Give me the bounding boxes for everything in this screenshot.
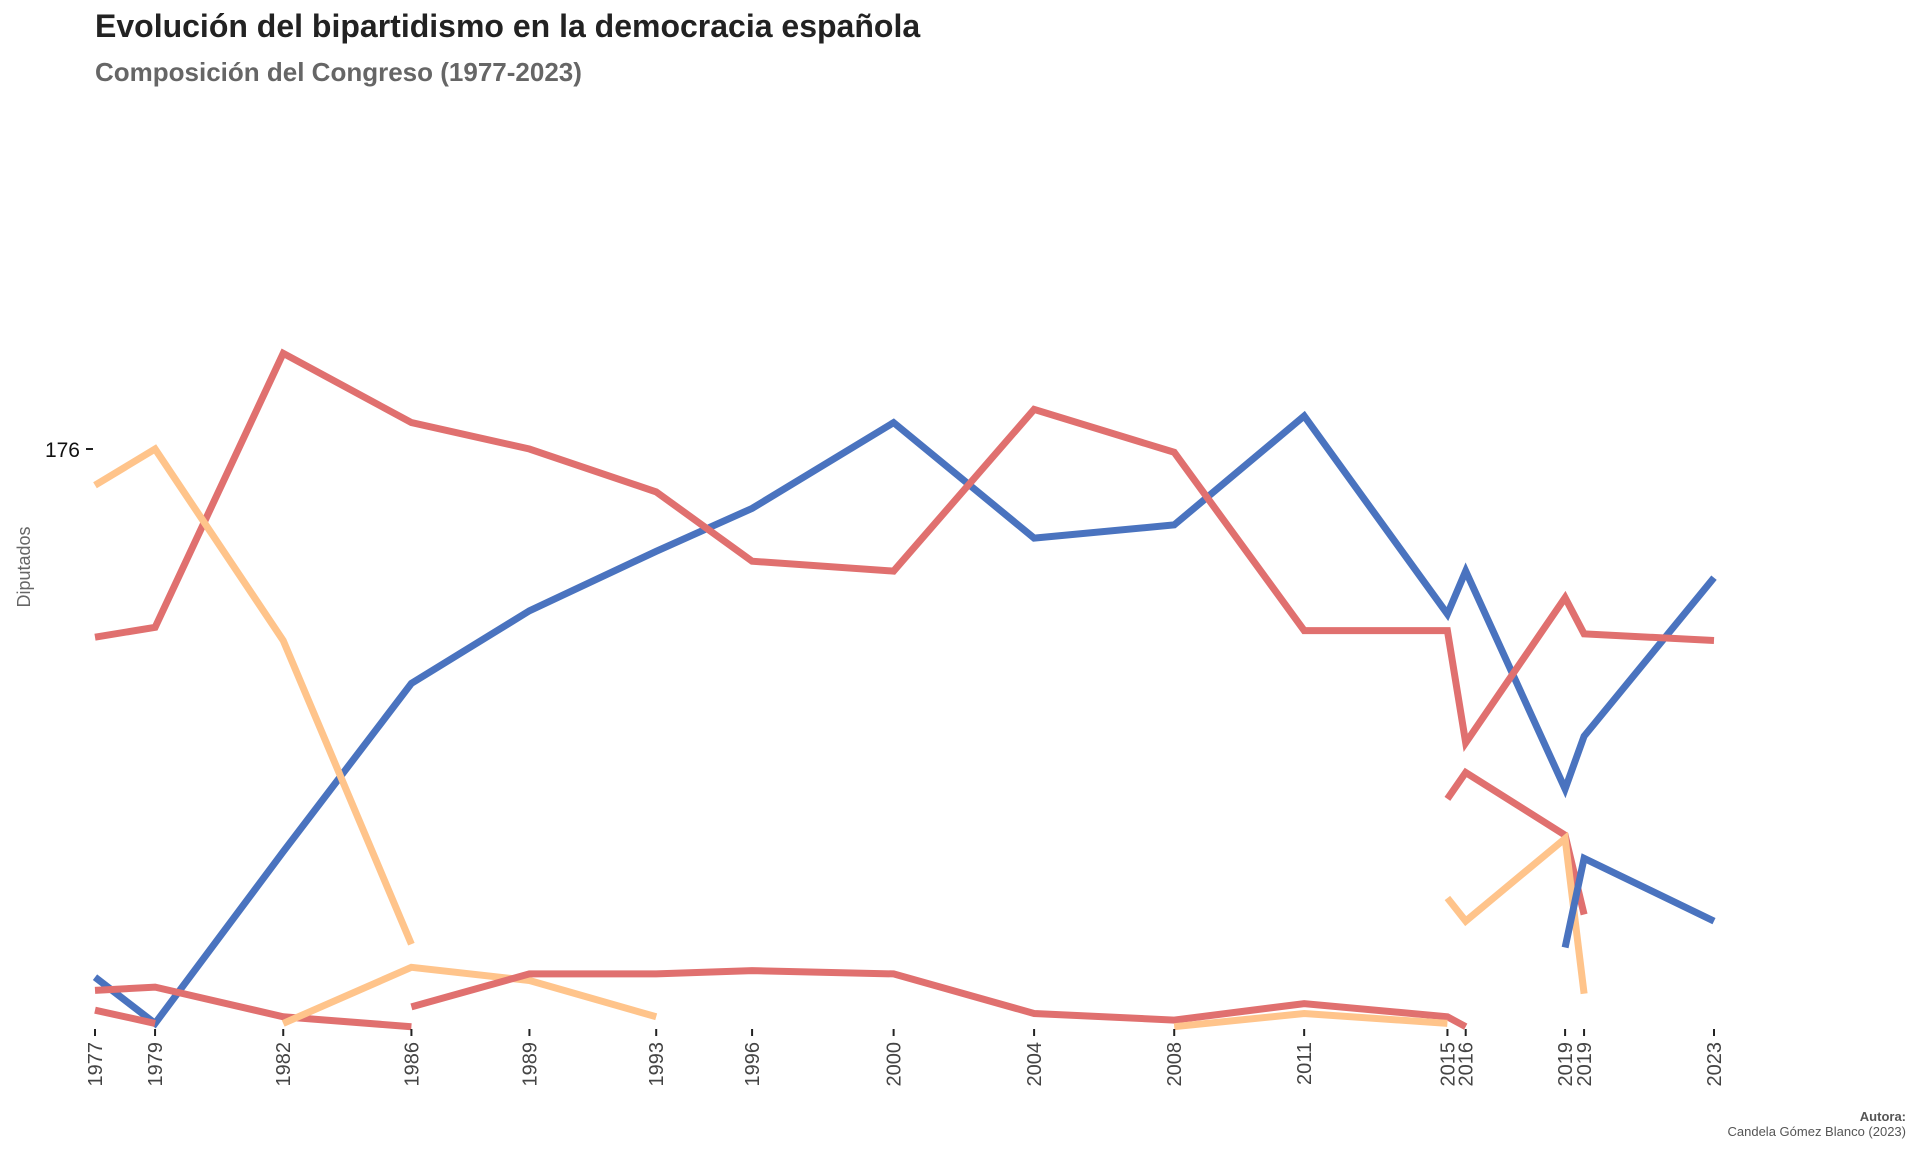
chart-subtitle: Composición del Congreso (1977-2023) (95, 57, 582, 87)
x-tick-label: 2019 (1555, 1042, 1577, 1087)
series-line-blue-main (92, 410, 1717, 1029)
caption: Autora: Candela Gómez Blanco (2023) (1728, 1109, 1907, 1139)
chart-title: Evolución del bipartidismo en la democra… (95, 8, 921, 44)
x-tick-label: 1982 (273, 1042, 295, 1087)
series-line-red-5 (1444, 767, 1588, 916)
series-line-red-3 (94, 1006, 156, 1027)
x-tick-label: 1989 (519, 1042, 541, 1087)
x-tick-label: 1986 (401, 1042, 423, 1087)
x-tick-label: 2015 (1437, 1042, 1459, 1087)
series-line-orange-3 (1173, 1009, 1448, 1031)
x-tick-label: 1996 (742, 1042, 764, 1087)
y-axis: Diputados 176 (14, 439, 93, 608)
x-tick-label: 1993 (646, 1042, 668, 1087)
series-line-red-2 (94, 983, 412, 1031)
x-tick-label: 2019 (1574, 1042, 1596, 1087)
x-tick-label: 1977 (85, 1042, 107, 1087)
x-tick-label: 2008 (1164, 1042, 1186, 1087)
series-line-red-4 (410, 967, 1468, 1030)
series-line-orange-2 (281, 963, 658, 1027)
x-axis: 1977 1979 1982 1986 1989 1993 1996 2000 2004 2008… (85, 1029, 1726, 1087)
series-line-orange-1 (93, 444, 415, 946)
x-tick-label: 2016 (1456, 1042, 1478, 1087)
series-line-red-main (94, 348, 1715, 752)
series-line-blue-2 (1561, 853, 1716, 949)
x-tick-label: 2000 (884, 1042, 906, 1087)
x-tick-label: 1979 (145, 1042, 167, 1087)
y-tick-label: 176 (45, 439, 80, 462)
x-tick-label: 2011 (1294, 1042, 1316, 1085)
caption-title: Autora: (1859, 1109, 1906, 1124)
caption-author: Candela Gómez Blanco (2023) (1727, 1124, 1907, 1139)
x-tick-label: 2023 (1704, 1042, 1726, 1087)
series-line-orange-4 (1444, 831, 1588, 995)
x-tick-label: 2004 (1024, 1042, 1046, 1087)
series-layer (92, 348, 1717, 1031)
y-axis-label: Diputados (14, 526, 34, 607)
